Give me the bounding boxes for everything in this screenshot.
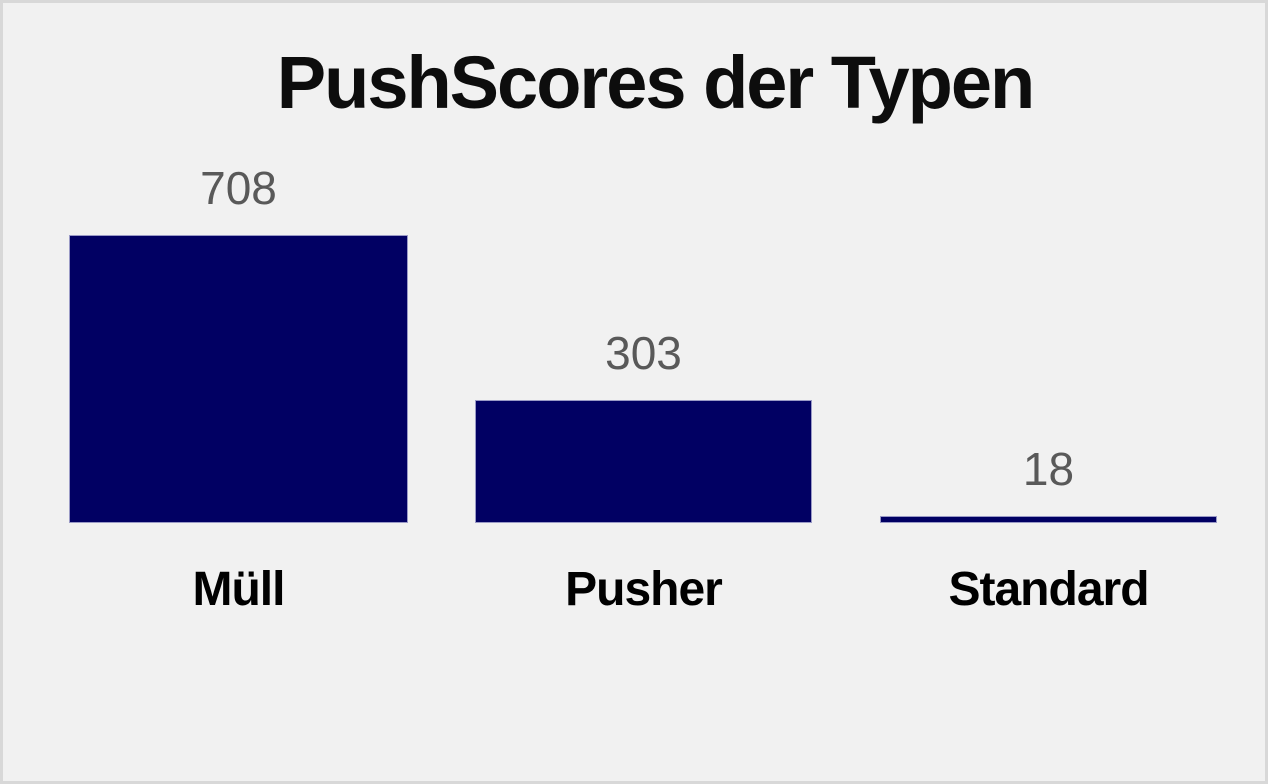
category-label-muell: Müll xyxy=(192,563,286,616)
category-label-pusher: Pusher xyxy=(565,563,723,616)
data-label-standard: 18 xyxy=(1022,443,1075,495)
category-label-standard: Standard xyxy=(948,563,1149,616)
bar-standard xyxy=(880,516,1217,523)
chart-title: PushScores der Typen xyxy=(276,41,1035,124)
bar-muell xyxy=(69,235,408,523)
bar-pusher xyxy=(475,400,812,523)
data-label-muell: 708 xyxy=(200,162,277,214)
data-label-pusher: 303 xyxy=(605,327,682,379)
